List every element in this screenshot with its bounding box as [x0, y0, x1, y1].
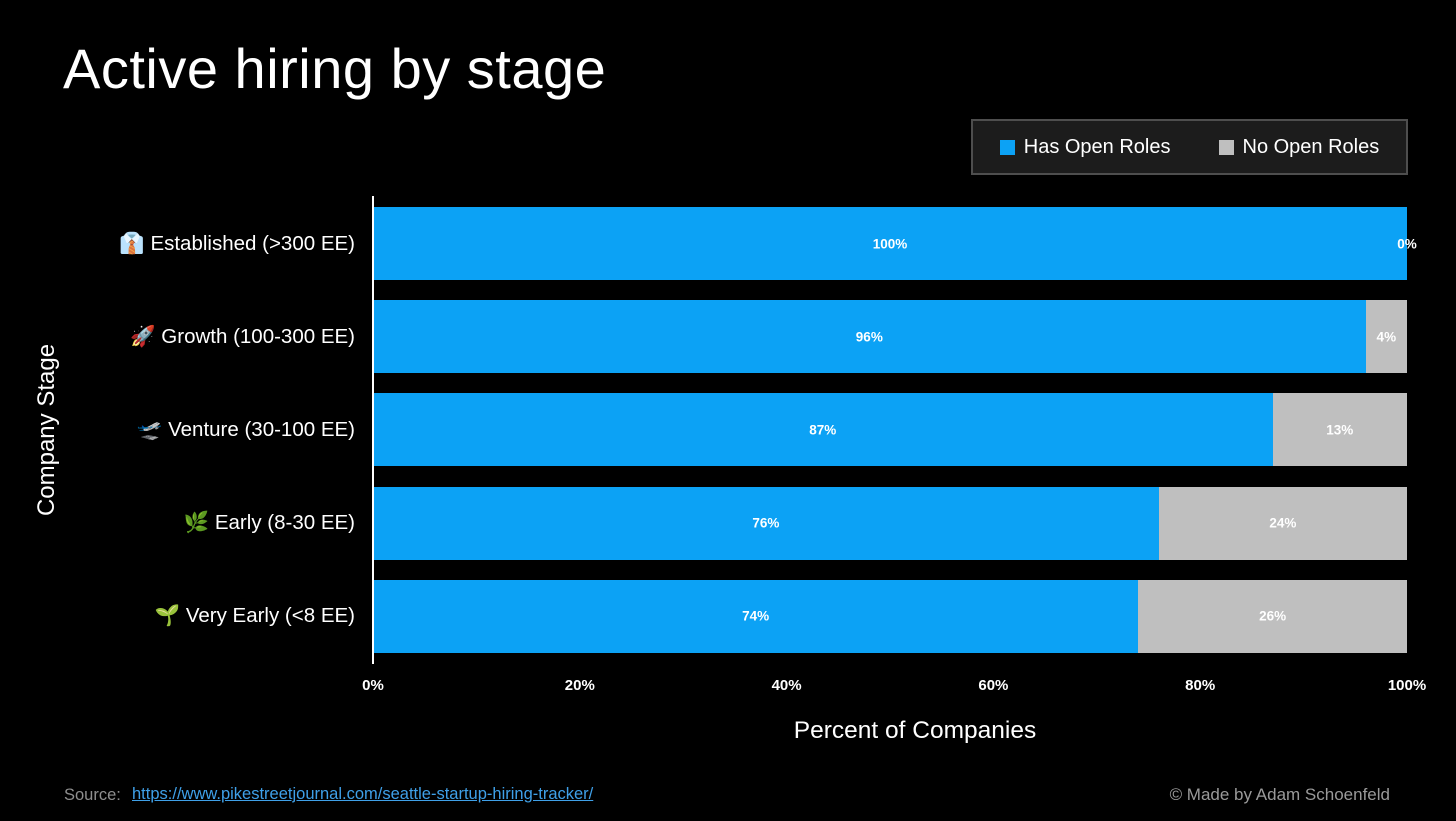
- bar-segment-no-open-roles: [1138, 579, 1407, 653]
- bar-value-label: 74%: [742, 608, 770, 624]
- bar-segment-no-open-roles: [1272, 393, 1407, 467]
- bar-value-label: 96%: [855, 329, 883, 345]
- bar-segment-no-open-roles: [1365, 300, 1407, 374]
- chart-title: Active hiring by stage: [63, 37, 607, 100]
- category-label: 🌿 Early (8-30 EE): [183, 511, 355, 535]
- bar-value-label: 13%: [1326, 422, 1354, 438]
- legend-label: No Open Roles: [1242, 135, 1380, 158]
- bar-segment-has-open-roles: [373, 579, 1139, 653]
- legend: Has Open Roles No Open Roles: [971, 119, 1408, 175]
- credit-text: © Made by Adam Schoenfeld: [1169, 785, 1390, 804]
- bar-track: 100% 0%: [373, 207, 1417, 281]
- bar-value-label: 76%: [752, 515, 780, 531]
- chart-rows: 👔 Established (>300 EE) 100% 0% 🚀 Growth (1…: [0, 197, 1417, 663]
- source-label: Source:: [64, 786, 121, 804]
- bar-segment-no-open-roles: [1158, 486, 1407, 560]
- bar-segment-has-open-roles: [373, 393, 1273, 467]
- source-link[interactable]: https://www.pikestreetjournal.com/seattl…: [132, 785, 594, 803]
- bar-track: 87% 13%: [373, 393, 1407, 467]
- bar-segment-has-open-roles: [373, 207, 1407, 281]
- bar-value-label: 100%: [872, 236, 908, 252]
- legend-swatch-blue-icon: [999, 139, 1015, 155]
- x-tick-label: 20%: [564, 677, 595, 694]
- bar-value-label: 26%: [1259, 608, 1287, 624]
- bar-track: 74% 26%: [373, 579, 1407, 653]
- bar-segment-has-open-roles: [373, 300, 1366, 374]
- legend-item-has-open-roles: Has Open Roles: [999, 135, 1171, 159]
- bar-track: 96% 4%: [373, 300, 1407, 374]
- bar-value-label: 24%: [1269, 515, 1297, 531]
- bar-row: 🌱 Very Early (<8 EE) 74% 26%: [0, 579, 1407, 653]
- x-tick-label: 80%: [1185, 677, 1216, 694]
- bar-row: 🌿 Early (8-30 EE) 76% 24%: [0, 486, 1407, 560]
- x-tick-label: 0%: [362, 677, 384, 694]
- bar-row: 🚀 Growth (100-300 EE) 96% 4%: [0, 300, 1407, 374]
- y-axis-line: [372, 196, 374, 664]
- category-label: 👔 Established (>300 EE): [119, 231, 355, 255]
- legend-item-no-open-roles: No Open Roles: [1218, 135, 1380, 159]
- bar-segment-has-open-roles: [373, 486, 1159, 560]
- bar-value-label: 4%: [1376, 329, 1397, 345]
- category-label: 🚀 Growth (100-300 EE): [130, 324, 355, 348]
- x-tick-label: 60%: [978, 677, 1009, 694]
- legend-swatch-gray-icon: [1218, 139, 1234, 155]
- bar-row: 🛫 Venture (30-100 EE) 87% 13%: [0, 393, 1407, 467]
- x-axis-title: Percent of Companies: [793, 717, 1037, 744]
- category-label: 🛫 Venture (30-100 EE): [136, 417, 355, 441]
- x-tick-label: 40%: [771, 677, 802, 694]
- legend-label: Has Open Roles: [1023, 135, 1171, 158]
- category-label: 🌱 Very Early (<8 EE): [154, 604, 355, 628]
- x-tick-label: 100%: [1387, 677, 1427, 694]
- bar-row: 👔 Established (>300 EE) 100% 0%: [0, 207, 1417, 281]
- x-axis-ticks: 0% 20% 40% 60% 80% 100%: [362, 677, 1426, 697]
- bar-value-label: 0%: [1397, 236, 1417, 252]
- bar-track: 76% 24%: [373, 486, 1407, 560]
- bar-value-label: 87%: [809, 422, 837, 438]
